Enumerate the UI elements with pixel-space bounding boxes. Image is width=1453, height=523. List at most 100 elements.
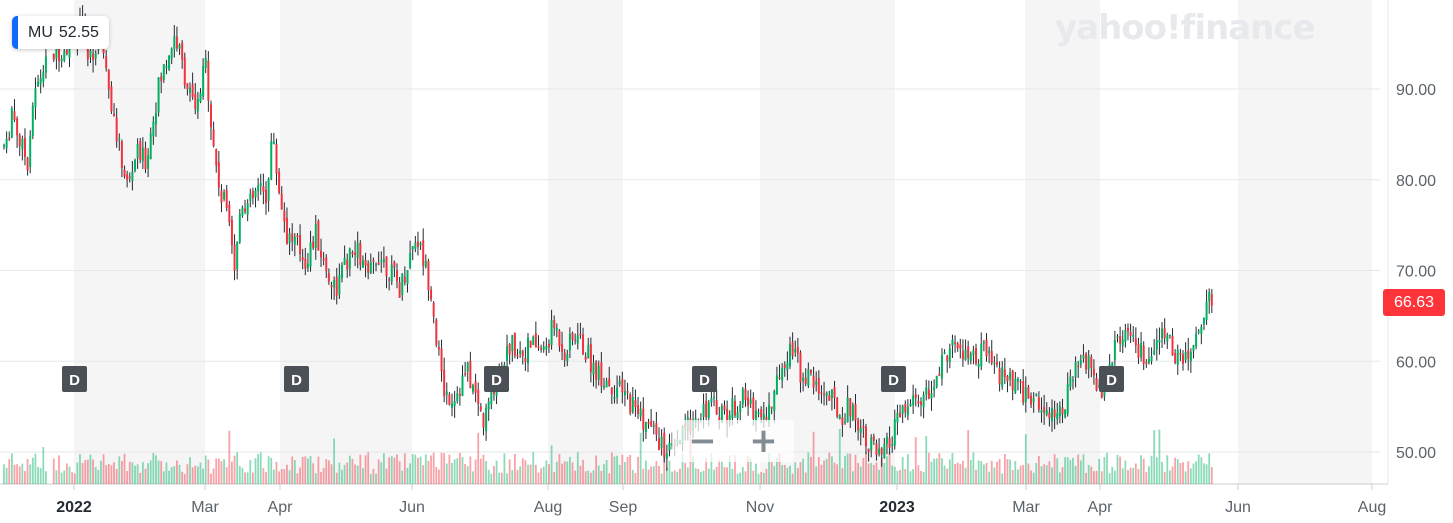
volume-bar <box>1017 469 1019 484</box>
volume-bar <box>272 469 275 484</box>
volume-bar <box>1064 457 1066 484</box>
volume-bar <box>907 454 909 484</box>
volume-bar <box>1061 467 1064 484</box>
candle-body <box>361 259 364 268</box>
volume-bar <box>608 473 611 484</box>
volume-bar <box>1090 466 1093 484</box>
candle-body <box>961 350 964 360</box>
volume-bar <box>351 458 354 484</box>
candle-body <box>1022 381 1025 403</box>
volume-bar <box>624 461 626 484</box>
volume-bar <box>118 456 121 484</box>
candle-body <box>296 235 299 237</box>
volume-bar <box>710 453 713 484</box>
volume-bar <box>1134 463 1137 484</box>
volume-bar <box>385 468 388 484</box>
candle-body <box>228 204 231 223</box>
volume-bar <box>440 452 443 484</box>
candle-body <box>154 113 157 125</box>
volume-bar <box>1009 459 1011 484</box>
candle-body <box>699 419 702 421</box>
candle-body <box>354 252 357 255</box>
candle-body <box>1082 355 1085 359</box>
volume-bar <box>283 469 286 484</box>
y-tick-label: 70.00 <box>1396 264 1436 281</box>
volume-bar <box>1035 462 1038 484</box>
volume-bar <box>393 457 396 484</box>
volume-bar <box>141 462 144 484</box>
volume-bar <box>128 461 131 484</box>
candle-body <box>380 260 383 262</box>
candle-body <box>1032 397 1035 403</box>
volume-bar <box>68 466 71 484</box>
volume-bar <box>244 472 246 484</box>
candle-body <box>757 412 760 414</box>
candle-body <box>333 279 336 288</box>
volume-bar <box>448 454 451 484</box>
candle-body <box>781 368 784 381</box>
zoom-out-button[interactable]: − <box>688 421 717 461</box>
volume-bar <box>202 468 205 484</box>
volume-bar <box>196 466 199 484</box>
volume-bar <box>403 453 406 484</box>
volume-bar <box>747 456 749 484</box>
candle-body <box>23 137 26 158</box>
volume-bar <box>713 469 715 484</box>
volume-bar <box>603 464 605 484</box>
candle-body <box>1145 362 1148 364</box>
volume-bar <box>752 470 755 484</box>
volume-bar <box>825 458 828 484</box>
y-axis: 90.00 80.00 70.00 60.00 50.00 <box>1396 82 1436 462</box>
candle-body <box>388 279 391 281</box>
candle-body <box>424 260 427 267</box>
candle-body <box>658 437 660 450</box>
volume-bar <box>396 454 398 484</box>
volume-bar <box>438 469 440 484</box>
candle-body <box>775 375 778 395</box>
candle-body <box>37 81 40 87</box>
ticker-label[interactable]: MU 52.55 <box>12 16 109 49</box>
volume-bar <box>1197 454 1200 484</box>
x-tick-label: 2022 <box>56 499 92 516</box>
volume-bar <box>186 464 189 484</box>
volume-bar <box>58 455 60 484</box>
candle-body <box>1014 379 1017 393</box>
volume-bar <box>1051 467 1053 484</box>
candle-body <box>527 337 529 364</box>
candle-body <box>524 357 527 363</box>
candle-body <box>320 250 323 258</box>
candle-body <box>867 448 870 453</box>
candle-body <box>754 410 757 423</box>
volume-bar <box>731 468 734 484</box>
volume-bar <box>550 445 553 484</box>
dividend-marker-label: D <box>69 372 80 389</box>
volume-bar <box>304 456 307 484</box>
candle-body <box>351 252 354 255</box>
volume-bar <box>605 460 608 484</box>
candle-body <box>851 405 854 420</box>
candle-body <box>259 183 262 187</box>
volume-bar <box>157 460 160 484</box>
zoom-in-button[interactable]: + <box>749 421 778 461</box>
volume-bar <box>1119 456 1122 484</box>
candle-body <box>906 406 909 416</box>
volume-bar <box>482 454 485 484</box>
candle-body <box>747 397 750 407</box>
volume-bar <box>592 470 595 484</box>
volume-bar <box>865 452 867 484</box>
volume-bar <box>375 473 377 484</box>
volume-bar <box>1066 457 1069 484</box>
dividend-marker-label: D <box>699 372 710 389</box>
volume-bar <box>288 470 291 484</box>
volume-bar <box>545 460 548 484</box>
candle-body <box>718 417 721 421</box>
candle-body <box>1077 365 1080 368</box>
candle-body <box>346 259 349 270</box>
y-tick-label: 80.00 <box>1396 173 1436 190</box>
volume-bar <box>558 454 561 484</box>
volume-bar <box>1127 470 1129 484</box>
volume-bar <box>1205 464 1208 484</box>
volume-bar <box>241 467 244 484</box>
candle-body <box>435 319 438 345</box>
